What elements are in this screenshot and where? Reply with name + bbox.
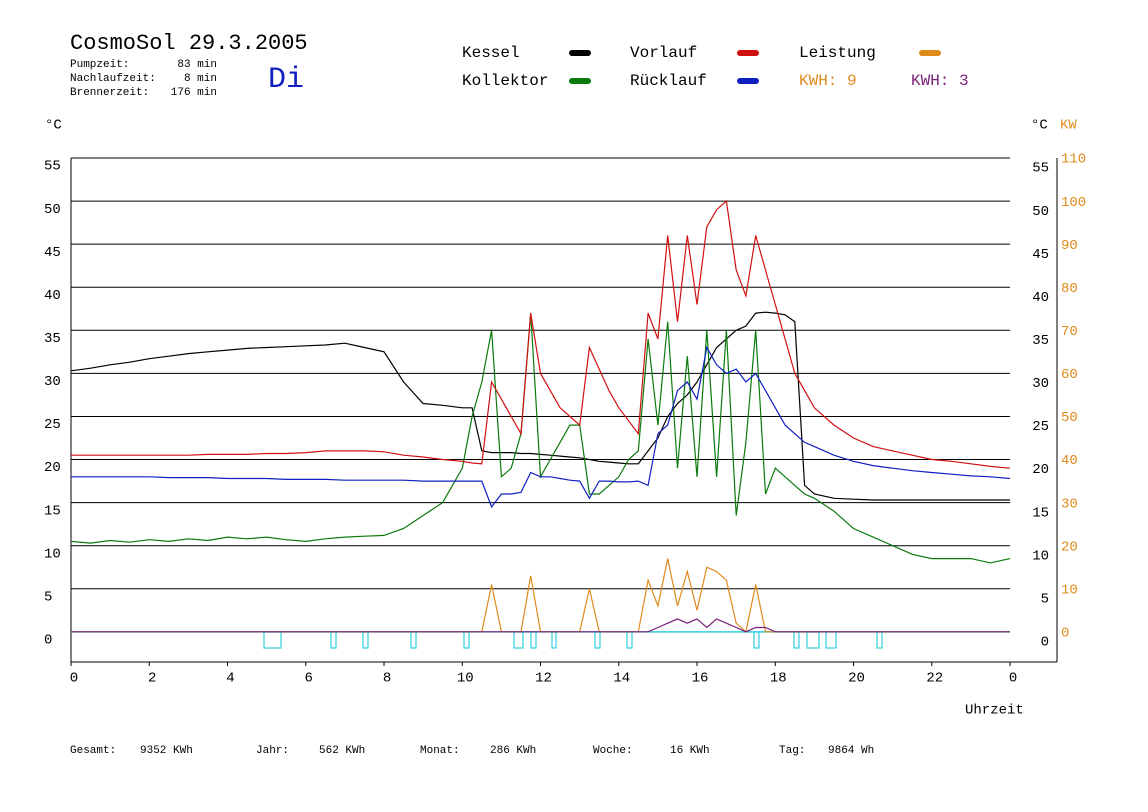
info-value: 83 min: [177, 59, 217, 71]
y2-tick-label: 80: [1061, 281, 1078, 297]
legend-label: Leistung: [799, 44, 876, 62]
y-tick-label-right: 50: [1032, 204, 1049, 220]
y-tick-label-right: 20: [1032, 462, 1049, 478]
y-tick-label: 20: [44, 460, 61, 476]
y-unit: °C: [45, 118, 62, 134]
footer-value: 9352 KWh: [140, 745, 193, 757]
footer-label: Gesamt:: [70, 745, 116, 757]
y-tick-label: 5: [44, 589, 52, 605]
y2-tick-label: 90: [1061, 238, 1078, 254]
y-tick-label: 0: [44, 633, 52, 649]
y2-tick-label: 70: [1061, 324, 1078, 340]
y-tick-label-right: 0: [1041, 635, 1049, 651]
y-tick-label: 50: [44, 202, 61, 218]
x-tick-label: 6: [305, 671, 313, 687]
y-tick-label: 55: [44, 159, 61, 175]
series-line: [70, 313, 1011, 564]
footer-label: Monat:: [420, 745, 460, 757]
y2-tick-label: 20: [1061, 539, 1078, 555]
footer-label: Jahr:: [256, 745, 289, 757]
info-label: Nachlaufzeit:: [70, 73, 156, 85]
footer-label: Woche:: [593, 745, 633, 757]
y-tick-label-right: 55: [1032, 161, 1049, 177]
info-label: Brennerzeit:: [70, 87, 149, 99]
footer-value: 562 KWh: [319, 745, 365, 757]
series-line: [71, 199, 1011, 469]
y-unit-right: °C: [1031, 118, 1048, 134]
y-tick-label-right: 40: [1032, 290, 1049, 306]
y-tick-label: 25: [44, 417, 61, 433]
y-tick-label-right: 15: [1032, 505, 1049, 521]
x-tick-label: 12: [535, 671, 552, 687]
day-label: Di: [268, 63, 304, 97]
y-tick-label-right: 45: [1032, 247, 1049, 263]
info-value: 176 min: [171, 87, 217, 99]
legend-label: Kessel: [462, 44, 520, 62]
x-tick-label: 20: [848, 671, 865, 687]
y2-tick-label: 50: [1061, 410, 1078, 426]
legend-label: Kollektor: [462, 72, 548, 90]
kwh-label: KWH: 3: [911, 72, 969, 90]
series-line: [70, 311, 1010, 501]
x-tick-label: 0: [1009, 671, 1017, 687]
x-tick-label: 10: [457, 671, 474, 687]
info-value: 8 min: [184, 73, 217, 85]
y-tick-label: 45: [44, 245, 61, 261]
y-tick-label-right: 25: [1032, 419, 1049, 435]
x-tick-label: 22: [926, 671, 943, 687]
y-tick-label: 15: [44, 503, 61, 519]
legend-label: Vorlauf: [630, 44, 697, 62]
footer-value: 9864 Wh: [828, 745, 874, 757]
legend-label: Rücklauf: [630, 72, 707, 90]
x-tick-label: 18: [770, 671, 787, 687]
y-tick-label-right: 30: [1032, 376, 1049, 392]
y-tick-label-right: 35: [1032, 333, 1049, 349]
x-tick-label: 14: [613, 671, 630, 687]
y2-unit: KW: [1060, 118, 1077, 134]
footer-value: 286 KWh: [490, 745, 536, 757]
y-tick-label: 10: [44, 546, 61, 562]
y-tick-label: 35: [44, 331, 61, 347]
x-tick-label: 8: [383, 671, 391, 687]
y2-tick-label: 110: [1061, 152, 1086, 168]
y-tick-label: 40: [44, 288, 61, 304]
y-tick-label: 30: [44, 374, 61, 390]
footer-label: Tag:: [779, 745, 805, 757]
y2-tick-label: 0: [1061, 626, 1069, 642]
chart-title: CosmoSol 29.3.2005: [70, 31, 308, 56]
y2-tick-label: 60: [1061, 367, 1078, 383]
x-tick-label: 16: [692, 671, 709, 687]
y-tick-label-right: 5: [1041, 591, 1049, 607]
x-tick-label: 4: [226, 671, 234, 687]
info-label: Pumpzeit:: [70, 59, 129, 71]
series-line: [71, 345, 1011, 509]
x-tick-label: 0: [70, 671, 78, 687]
y2-tick-label: 30: [1061, 496, 1078, 512]
x-axis-label: Uhrzeit: [965, 703, 1024, 719]
x-tick-label: 2: [148, 671, 156, 687]
kwh-label: KWH: 9: [799, 72, 857, 90]
footer-value: 16 KWh: [670, 745, 710, 757]
y2-tick-label: 10: [1061, 582, 1078, 598]
series-line: [71, 618, 1010, 633]
y2-tick-label: 40: [1061, 453, 1078, 469]
y-tick-label-right: 10: [1032, 548, 1049, 564]
y2-tick-label: 100: [1061, 195, 1086, 211]
